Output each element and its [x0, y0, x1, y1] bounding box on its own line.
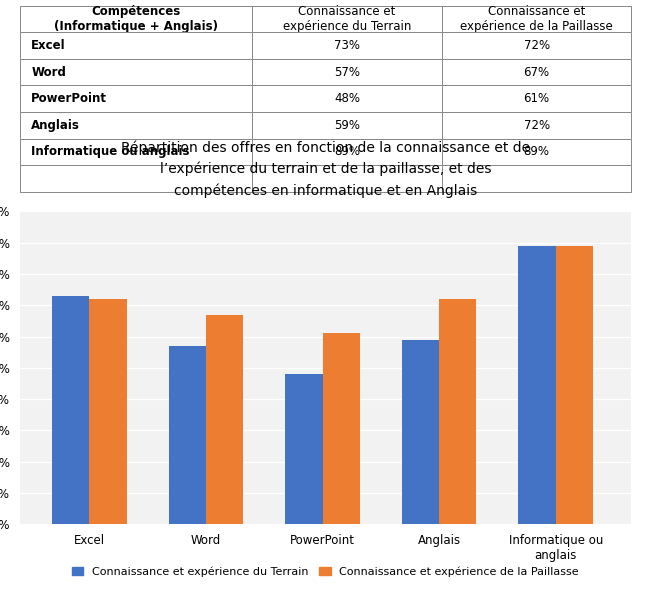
- Bar: [323, 333, 360, 524]
- Bar: [206, 315, 243, 524]
- Bar: [52, 296, 89, 524]
- Bar: [89, 299, 127, 524]
- Bar: [285, 374, 323, 524]
- Title: Répartition des offres en fonction de la connaissance et de
l’expérience du terr: Répartition des offres en fonction de la…: [121, 141, 530, 198]
- Bar: [402, 340, 439, 524]
- Bar: [518, 246, 556, 524]
- Bar: [439, 299, 477, 524]
- Legend: Connaissance et expérience du Terrain, Connaissance et expérience de la Paillass: Connaissance et expérience du Terrain, C…: [68, 562, 583, 581]
- Bar: [169, 346, 206, 524]
- Bar: [556, 246, 593, 524]
